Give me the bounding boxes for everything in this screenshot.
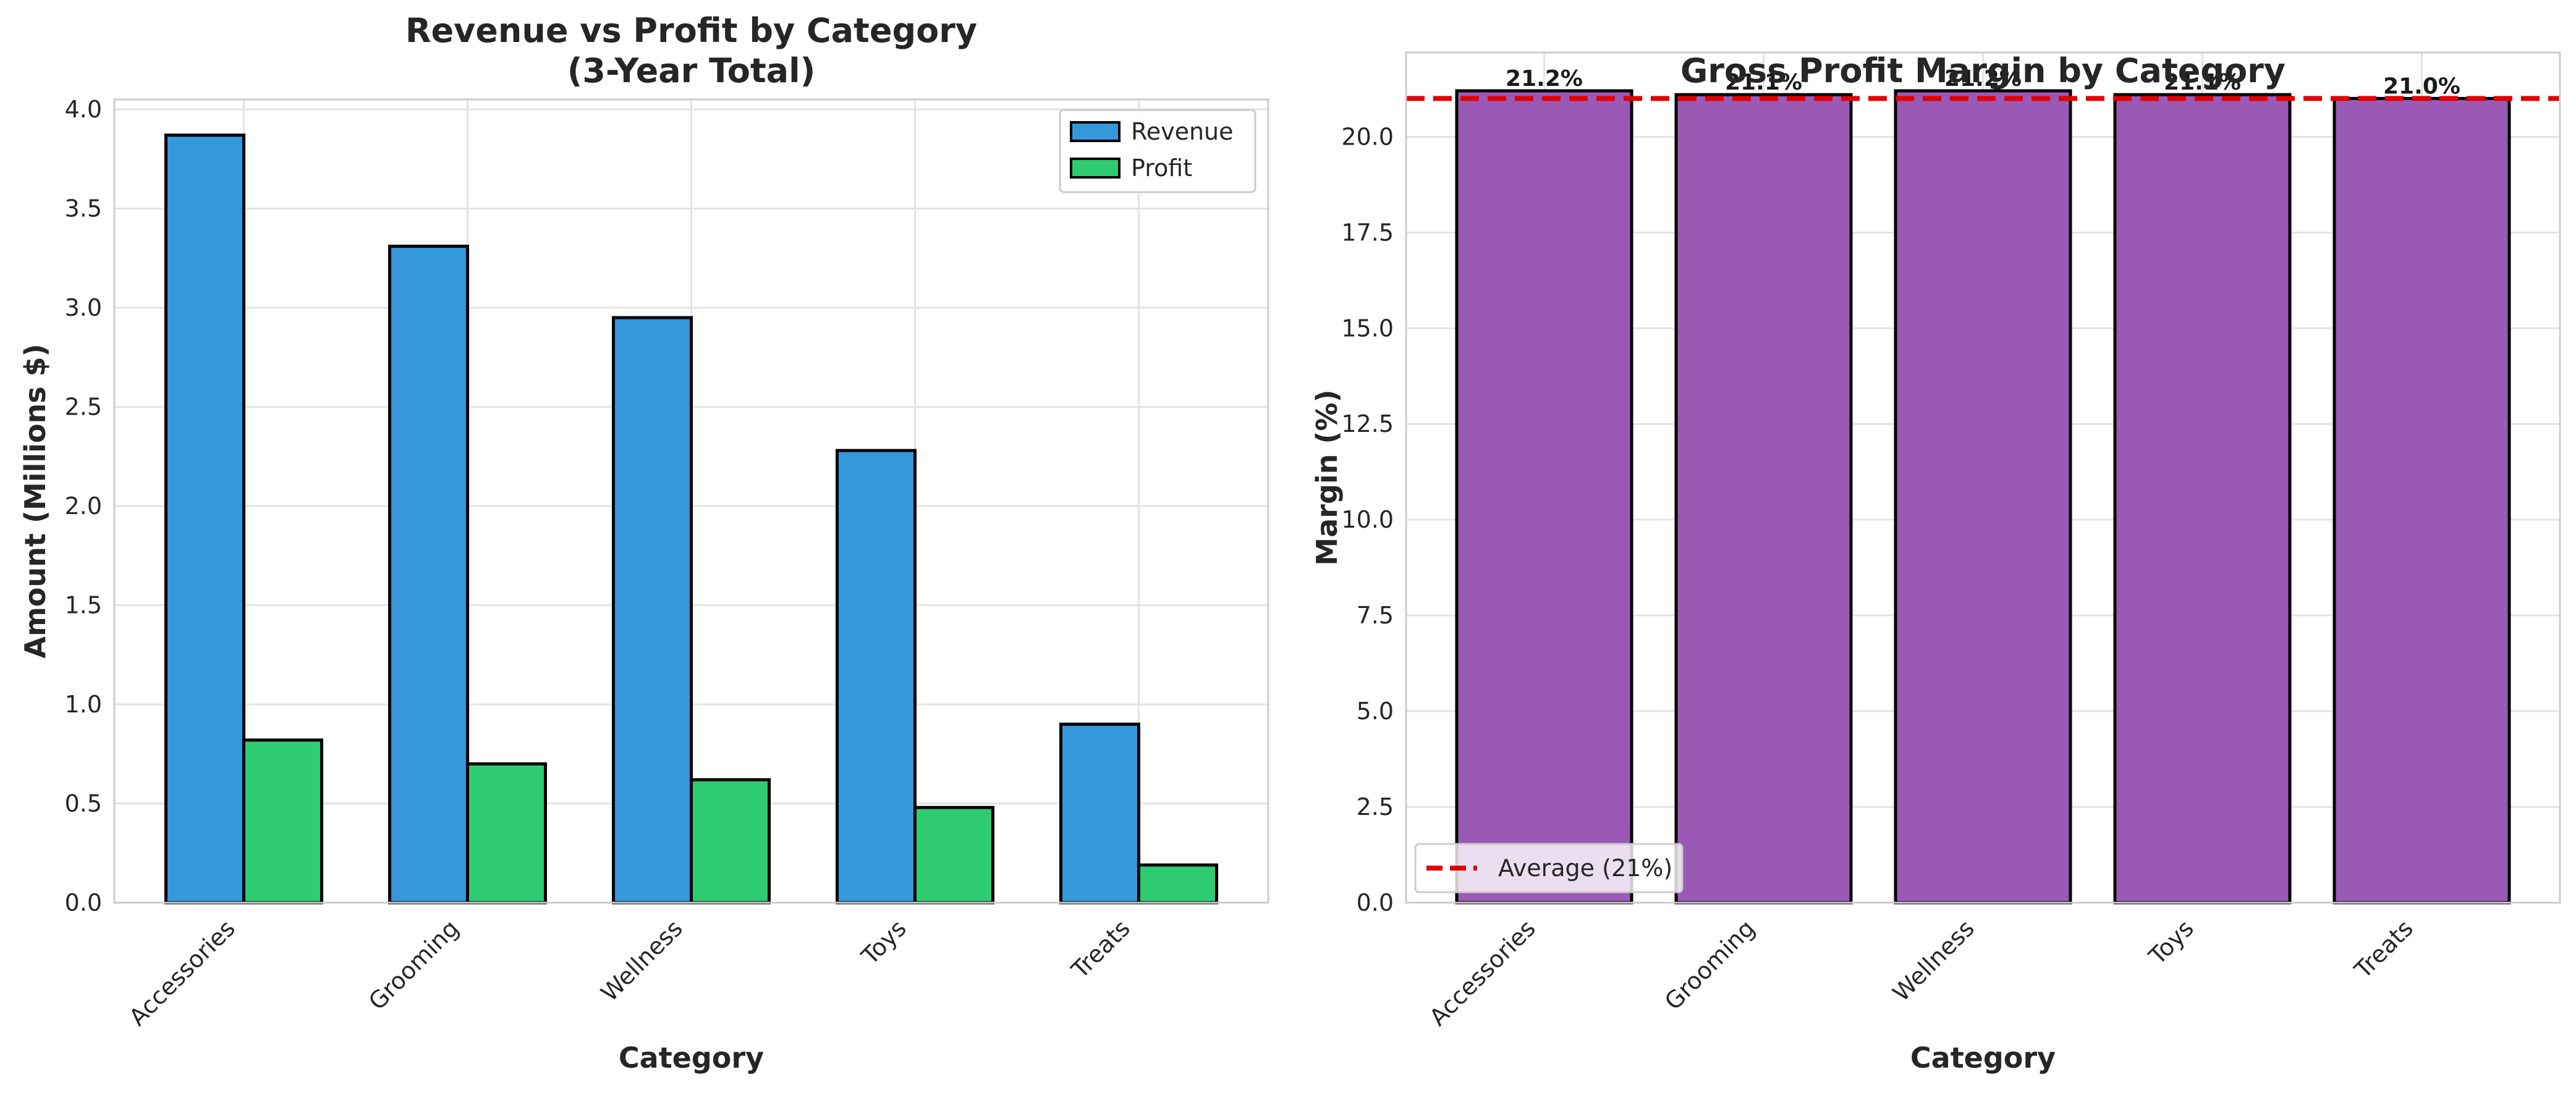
x-tick-label: Wellness bbox=[596, 914, 688, 1006]
x-tick-label: Treats bbox=[2349, 914, 2418, 984]
bar-profit-grooming bbox=[466, 762, 547, 905]
data-label: 21.2% bbox=[1506, 66, 1583, 91]
legend-swatch-revenue bbox=[1070, 121, 1121, 142]
bar-revenue-toys bbox=[836, 449, 917, 905]
margin-chart: 0.0 2.5 5.0 7.5 10.0 12.5 15.0 17.5 20.0 21.2% 21.… bbox=[1310, 51, 2561, 1074]
chart-title: (3-Year Total) bbox=[567, 51, 816, 90]
legend-swatch-profit bbox=[1070, 158, 1121, 179]
y-tick-label: 12.5 bbox=[1341, 410, 1394, 437]
legend-label-revenue: Revenue bbox=[1131, 118, 1234, 145]
y-tick-label: 20.0 bbox=[1341, 123, 1394, 150]
bar-revenue-wellness bbox=[612, 316, 693, 905]
y-tick-label: 0.0 bbox=[65, 889, 102, 916]
x-tick-label: Grooming bbox=[1659, 914, 1760, 1015]
legend-label-average: Average (21%) bbox=[1498, 855, 1672, 882]
y-tick-label: 4.0 bbox=[65, 96, 102, 123]
x-tick-label: Toys bbox=[2143, 914, 2199, 970]
bar-revenue-treats bbox=[1059, 722, 1140, 905]
y-tick-label: 5.0 bbox=[1357, 698, 1394, 725]
y-tick-label: 15.0 bbox=[1341, 314, 1394, 342]
bar-profit-toys bbox=[913, 806, 994, 905]
x-tick-label: Grooming bbox=[363, 914, 464, 1015]
y-axis-label: Margin (%) bbox=[1310, 389, 1344, 565]
y-tick-label: 10.0 bbox=[1341, 506, 1394, 533]
bar-revenue-grooming bbox=[388, 245, 469, 905]
data-label: 21.2% bbox=[1944, 66, 2022, 91]
y-tick-label: 2.0 bbox=[65, 492, 102, 520]
chart-title: Gross Profit Margin by Category bbox=[1680, 51, 2286, 90]
legend-box bbox=[1414, 843, 1684, 893]
y-tick-label: 1.5 bbox=[65, 592, 102, 619]
revenue-profit-chart: 0.0 0.5 1.0 1.5 2.0 2.5 3.0 3.5 4.0 Accessories Gr… bbox=[19, 11, 1269, 1074]
y-tick-label: 17.5 bbox=[1341, 219, 1394, 246]
bar-margin-treats bbox=[2332, 96, 2511, 905]
y-tick-label: 7.5 bbox=[1357, 602, 1394, 629]
x-tick-label: Accessories bbox=[1424, 914, 1541, 1031]
y-tick-label: 3.0 bbox=[65, 294, 102, 321]
y-tick-label: 3.5 bbox=[65, 195, 102, 222]
bar-profit-treats bbox=[1137, 863, 1218, 905]
x-tick-label: Toys bbox=[856, 914, 912, 970]
x-axis-label: Category bbox=[619, 1041, 764, 1074]
y-tick-label: 1.0 bbox=[65, 691, 102, 718]
y-tick-label: 2.5 bbox=[1357, 793, 1394, 821]
plot-frame bbox=[1405, 51, 2561, 904]
bar-margin-accessories bbox=[1455, 89, 1633, 905]
data-label: 21.1% bbox=[2164, 70, 2241, 95]
x-tick-label: Wellness bbox=[1888, 914, 1980, 1006]
bar-margin-wellness bbox=[1894, 89, 2072, 905]
data-label: 21.0% bbox=[2383, 74, 2460, 99]
data-label: 21.1% bbox=[1725, 70, 1802, 95]
y-axis-label: Amount (Millions $) bbox=[19, 344, 52, 658]
y-tick-label: 0.0 bbox=[1357, 889, 1394, 916]
plot-frame bbox=[113, 98, 1269, 904]
bar-margin-grooming bbox=[1674, 93, 1853, 905]
x-tick-label: Accessories bbox=[124, 914, 240, 1031]
bar-profit-wellness bbox=[690, 778, 771, 905]
bar-profit-accessories bbox=[242, 738, 323, 905]
y-tick-label: 2.5 bbox=[65, 394, 102, 421]
bar-margin-toys bbox=[2113, 93, 2292, 905]
y-tick-label: 0.5 bbox=[65, 790, 102, 817]
chart-title: Revenue vs Profit by Category bbox=[405, 11, 977, 50]
bar-revenue-accessories bbox=[164, 133, 245, 905]
x-tick-label: Treats bbox=[1066, 914, 1135, 984]
x-axis-label: Category bbox=[1910, 1041, 2056, 1074]
legend-label-profit: Profit bbox=[1131, 154, 1192, 182]
